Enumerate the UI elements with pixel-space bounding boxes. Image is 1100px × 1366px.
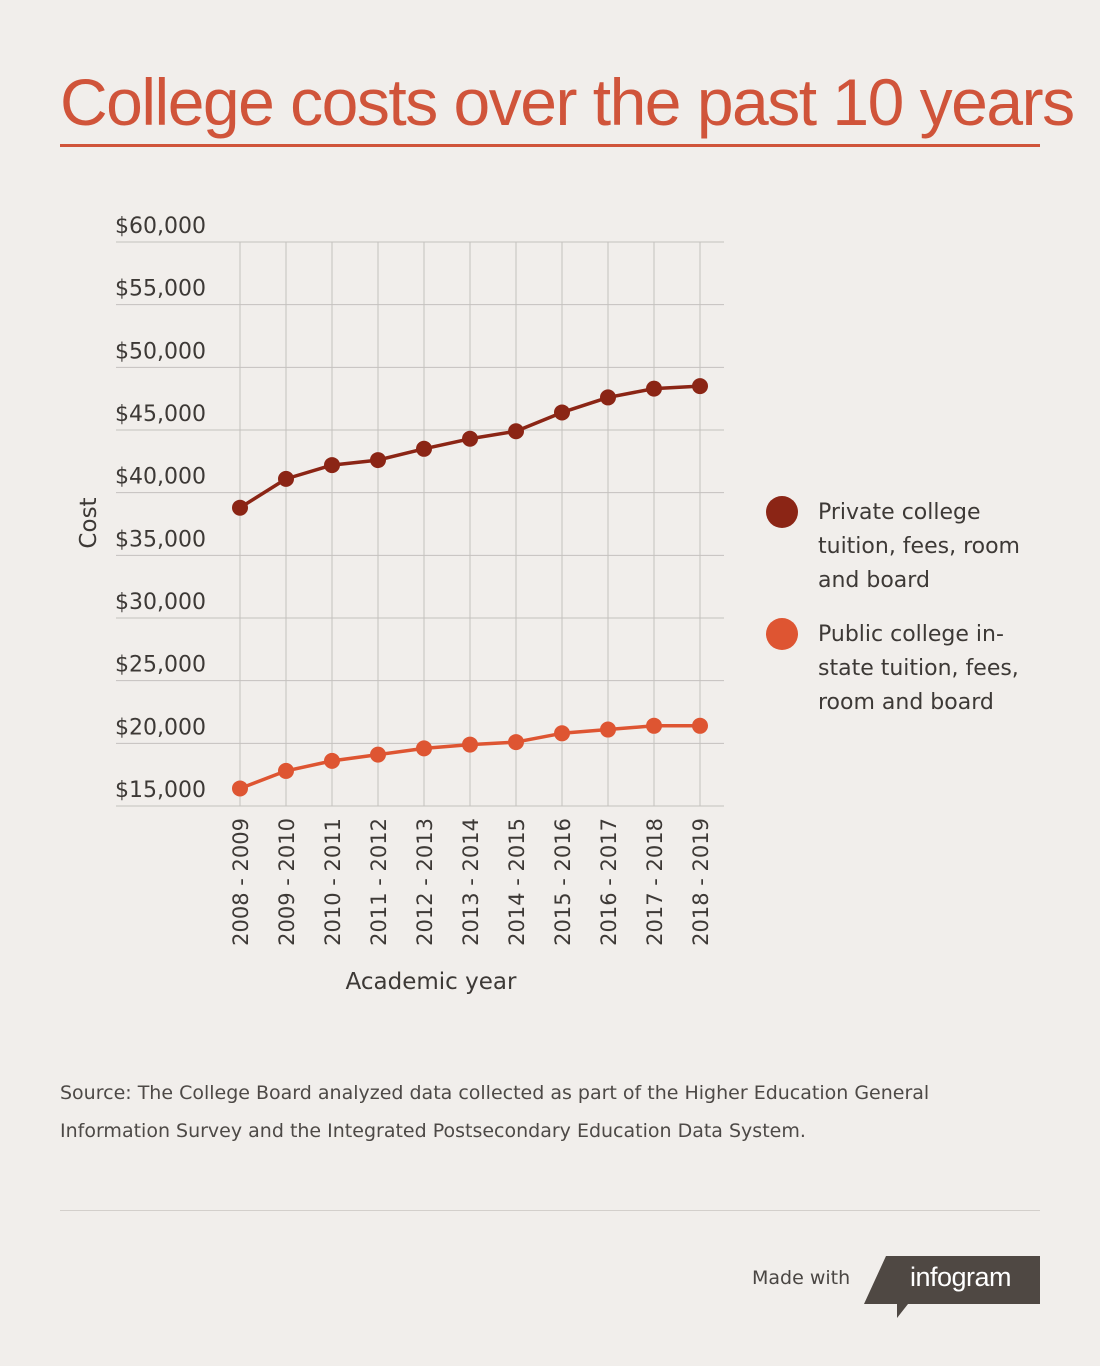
data-point-public (232, 780, 248, 797)
data-point-private (508, 423, 524, 440)
x-tick-label: 2008 - 2009 (229, 818, 253, 946)
data-point-public (416, 740, 432, 757)
x-tick-label: 2018 - 2019 (689, 818, 713, 946)
data-point-private (692, 378, 708, 395)
data-point-private (416, 440, 432, 457)
source-note: Source: The College Board analyzed data … (60, 1082, 930, 1142)
y-tick-label: $25,000 (115, 653, 206, 678)
y-axis-label: Cost (76, 497, 102, 548)
data-point-public (508, 734, 524, 751)
y-tick-label: $35,000 (115, 527, 206, 552)
line-chart: $60,000 $55,000 $50,000 $45,000 $40,000 $35,0… (76, 214, 724, 995)
made-with-label: Made with (752, 1267, 851, 1289)
data-point-public (554, 725, 570, 742)
legend-marker-public (766, 618, 798, 650)
title-underline (60, 144, 1040, 147)
infogram-logo[interactable]: infogram (864, 1256, 1040, 1324)
y-tick-label: $30,000 (115, 590, 206, 615)
x-tick-label: 2015 - 2016 (551, 818, 575, 946)
data-point-public (370, 746, 386, 763)
data-point-private (324, 457, 340, 474)
x-tick-label: 2011 - 2012 (367, 818, 391, 946)
data-point-private (646, 380, 662, 397)
x-tick-label: 2012 - 2013 (413, 818, 437, 946)
x-tick-label: 2013 - 2014 (459, 818, 483, 946)
infogram-brand-text: infogram (910, 1262, 1012, 1292)
legend-marker-private (766, 496, 798, 528)
legend-label-public: Public college in-state tuition, fees, r… (818, 622, 1019, 715)
data-point-public (646, 717, 662, 734)
data-point-public (462, 736, 478, 753)
y-tick-label: $60,000 (115, 214, 206, 239)
page-title: College costs over the past 10 years (60, 65, 1075, 139)
y-tick-label: $50,000 (115, 339, 206, 364)
x-tick-label: 2017 - 2018 (643, 818, 667, 946)
y-tick-label: $45,000 (115, 402, 206, 427)
data-point-public (324, 752, 340, 769)
data-point-public (278, 762, 294, 779)
data-point-private (278, 470, 294, 487)
footer-divider (60, 1210, 1040, 1211)
infogram-badge-icon (864, 1256, 1040, 1318)
x-tick-label: 2010 - 2011 (321, 818, 345, 946)
legend-item-private[interactable]: Private college tuition, fees, room and … (766, 496, 1028, 598)
data-point-public (692, 717, 708, 734)
legend-item-public[interactable]: Public college in-state tuition, fees, r… (766, 618, 1028, 720)
data-point-private (232, 499, 248, 516)
y-tick-label: $20,000 (115, 715, 206, 740)
x-tick-label: 2014 - 2015 (505, 818, 529, 946)
x-tick-label: 2016 - 2017 (597, 818, 621, 946)
legend-label-private: Private college tuition, fees, room and … (818, 500, 1020, 593)
y-tick-label: $55,000 (115, 277, 206, 302)
y-tick-label: $15,000 (115, 778, 206, 803)
x-tick-label: 2009 - 2010 (275, 818, 299, 946)
data-point-public (600, 721, 616, 738)
data-point-private (462, 430, 478, 447)
data-point-private (554, 404, 570, 421)
x-axis-label: Academic year (346, 969, 517, 995)
y-tick-label: $40,000 (115, 465, 206, 490)
data-point-private (600, 389, 616, 406)
data-point-private (370, 452, 386, 469)
